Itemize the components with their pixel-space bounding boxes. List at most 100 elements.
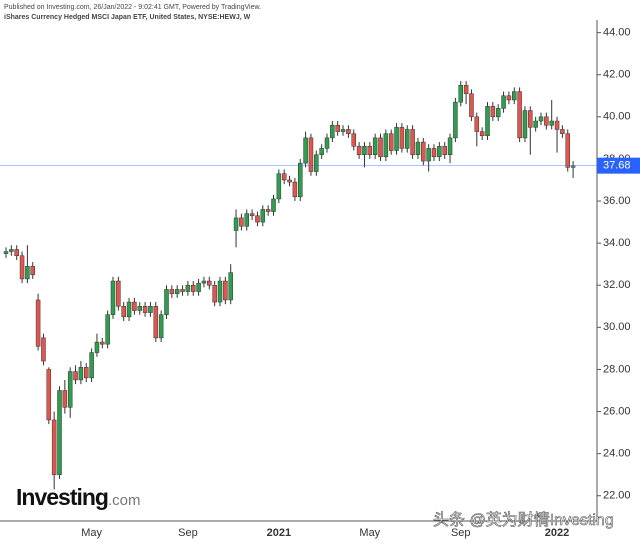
candle-body	[265, 209, 271, 212]
y-tick-label: 34.00	[603, 237, 631, 249]
candle-body	[437, 146, 442, 158]
candle-body	[538, 116, 544, 122]
candle-body	[431, 148, 437, 158]
candle-body	[233, 217, 239, 231]
y-tick-label: 40.00	[603, 111, 631, 123]
candle-body	[330, 125, 335, 139]
candle-body	[308, 137, 314, 172]
candle-body	[153, 306, 159, 339]
candle-body	[378, 137, 383, 158]
candle-body	[447, 137, 453, 155]
candle-body	[191, 284, 196, 292]
candle-body	[137, 306, 142, 311]
candle-body	[217, 280, 223, 303]
candle-body	[281, 173, 287, 181]
candle-body	[501, 95, 506, 109]
candle-body	[67, 371, 73, 408]
published-note: Published on Investing.com, 26/Jan/2022 …	[4, 4, 261, 11]
candle-body	[3, 251, 9, 254]
candle-body	[549, 120, 554, 126]
candle-body	[271, 198, 276, 212]
candle-body	[367, 146, 373, 155]
candle-body	[25, 266, 30, 280]
y-tick-label: 36.00	[603, 195, 631, 207]
candle-body	[463, 85, 469, 94]
candle-body	[351, 133, 356, 147]
candle-body	[410, 129, 415, 155]
candle-body	[314, 154, 319, 172]
candle-body	[388, 133, 394, 151]
candle-body	[244, 213, 249, 227]
candle-body	[46, 369, 52, 421]
candle-body	[164, 289, 169, 315]
candle-body	[100, 341, 105, 345]
candle-body	[110, 280, 116, 315]
candle-body	[212, 284, 217, 303]
candle-body	[116, 280, 121, 307]
candle-body	[126, 301, 132, 318]
candle-body	[249, 213, 255, 217]
candle-body	[148, 306, 153, 313]
watermark: 头条 @英为财情Investing	[433, 511, 614, 529]
candle-body	[469, 93, 474, 118]
y-tick-label: 44.00	[603, 27, 631, 39]
y-tick-label: 32.00	[603, 279, 631, 291]
candle-body	[169, 289, 175, 294]
candle-body	[73, 371, 78, 381]
candle-body	[185, 284, 191, 292]
candle-body	[362, 146, 367, 155]
candle-body	[51, 419, 57, 475]
candle-body	[14, 249, 19, 257]
logo: Investing	[16, 484, 108, 510]
candle-body	[174, 289, 180, 294]
x-tick-label: 2022	[545, 527, 569, 539]
candle-body	[495, 108, 501, 118]
candle-body	[458, 85, 463, 103]
y-tick-label: 24.00	[603, 448, 631, 460]
candle-body	[479, 131, 485, 137]
candle-body	[356, 146, 362, 155]
candle-body	[57, 390, 62, 475]
x-tick-label: 2021	[267, 527, 291, 539]
candle-body	[506, 95, 512, 101]
candle-body	[383, 133, 389, 158]
y-tick-label: 28.00	[603, 363, 631, 375]
candle-body	[346, 129, 351, 134]
candle-body	[324, 137, 330, 149]
y-tick-label: 42.00	[603, 69, 631, 81]
candle-body	[442, 146, 447, 155]
candle-body	[512, 91, 517, 101]
candle-body	[158, 314, 164, 339]
candle-body	[94, 341, 100, 353]
candle-body	[528, 110, 533, 128]
candle-body	[453, 101, 458, 139]
candle-body	[298, 162, 303, 198]
candle-body	[228, 272, 233, 301]
candle-body	[490, 106, 496, 118]
candle-body	[201, 280, 207, 284]
candle-body	[415, 141, 421, 155]
candle-body	[319, 148, 324, 155]
candle-body	[142, 306, 148, 313]
candle-body	[41, 337, 46, 362]
y-tick-label: 26.00	[603, 405, 631, 417]
y-tick-label: 30.00	[603, 321, 631, 333]
candle-body	[560, 129, 565, 134]
logo-suffix: .com	[108, 492, 141, 509]
candle-body	[335, 125, 340, 132]
y-tick-label: 22.00	[603, 490, 631, 502]
candle-body	[533, 120, 538, 128]
candle-body	[292, 181, 298, 198]
candle-body	[426, 148, 431, 162]
candle-body	[517, 91, 522, 139]
candle-body	[260, 209, 266, 223]
candle-body	[35, 299, 41, 347]
candle-body	[105, 314, 110, 345]
candle-body	[276, 173, 282, 200]
candle-body	[84, 367, 89, 379]
candle-body	[180, 289, 185, 292]
candle-body	[121, 306, 126, 318]
candle-body	[485, 106, 490, 137]
candle-body	[78, 367, 84, 381]
candle-body	[303, 137, 308, 164]
